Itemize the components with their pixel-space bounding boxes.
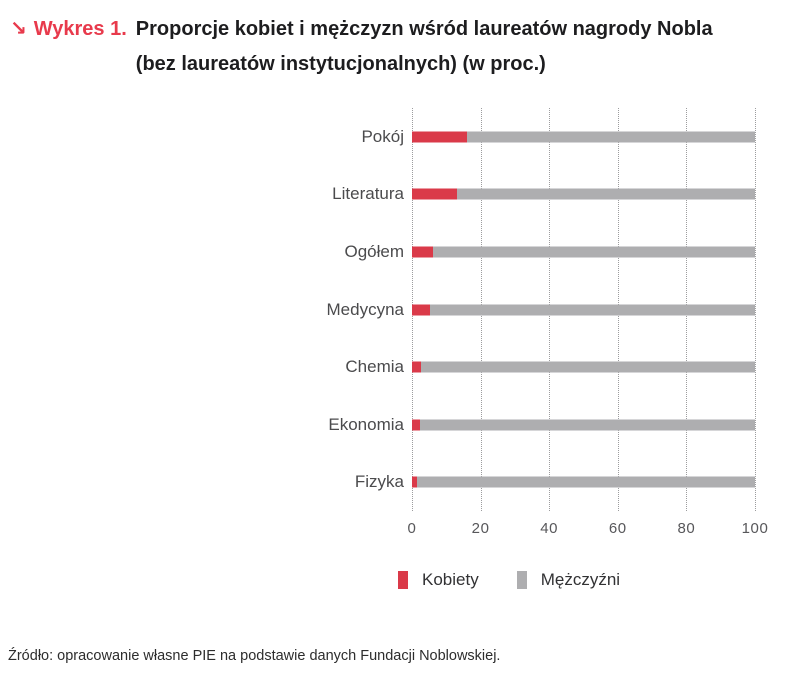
chart-title: ↘ Wykres 1. Proporcje kobiet i mężczyzn w… bbox=[10, 12, 796, 82]
legend-label: Kobiety bbox=[422, 570, 479, 589]
bar-row bbox=[412, 476, 755, 488]
bar-row bbox=[412, 361, 755, 373]
bar-segment-kobiety bbox=[412, 188, 457, 200]
bar-row bbox=[412, 304, 755, 315]
bar-segment-mężczyźni bbox=[466, 131, 755, 143]
bar-segment-kobiety bbox=[412, 361, 422, 373]
bar-segment-kobiety bbox=[412, 419, 421, 431]
bar-row bbox=[412, 131, 755, 143]
category-label: Literatura bbox=[332, 184, 404, 204]
category-label: Fizyka bbox=[354, 472, 404, 492]
bar-segment-mężczyźni bbox=[456, 188, 755, 200]
bar-segment-mężczyźni bbox=[421, 361, 755, 373]
plot-area: 0 20 40 60 80 100 Pokój Literatura Ogółem Medycyn… bbox=[327, 108, 768, 537]
bar-segment-mężczyźni bbox=[430, 304, 755, 315]
category-label: Medycyna bbox=[326, 299, 404, 319]
bar-segment-kobiety bbox=[412, 304, 431, 315]
category-label: Pokój bbox=[361, 126, 404, 146]
bar-segment-mężczyźni bbox=[420, 419, 755, 431]
gridline-100 bbox=[755, 108, 756, 511]
title-text: Proporcje kobiet i mężczyzn wśród laurea… bbox=[136, 12, 713, 82]
bar-row bbox=[412, 188, 755, 200]
legend-item-mężczyźni: Mężczyźni bbox=[516, 570, 621, 590]
legend-swatch-icon bbox=[398, 571, 408, 589]
x-tick-label-100: 100 bbox=[741, 520, 769, 537]
x-tick-label-60: 60 bbox=[608, 520, 627, 537]
category-label: Ogółem bbox=[344, 241, 404, 261]
title-prefix: ↘ Wykres 1. bbox=[10, 12, 127, 47]
arrow-southeast-icon: ↘ bbox=[10, 18, 27, 40]
bar-segment-kobiety bbox=[412, 246, 433, 258]
x-tick-label-20: 20 bbox=[471, 520, 490, 537]
legend-label: Mężczyźni bbox=[540, 570, 621, 589]
x-tick-label-40: 40 bbox=[540, 520, 559, 537]
category-label: Ekonomia bbox=[328, 414, 404, 434]
bar-segment-kobiety bbox=[412, 476, 417, 488]
legend: Kobiety Mężczyźni bbox=[398, 570, 620, 590]
title-prefix-label: Wykres 1. bbox=[33, 18, 127, 40]
x-tick-label-80: 80 bbox=[677, 520, 696, 537]
title-line-1: Proporcje kobiet i mężczyzn wśród laurea… bbox=[135, 18, 713, 40]
bar-row bbox=[412, 246, 755, 258]
legend-swatch-icon bbox=[516, 571, 527, 589]
x-tick-label-0: 0 bbox=[407, 520, 417, 537]
title-line-2: (bez laureatów instytucjonalnych) (w pro… bbox=[135, 53, 546, 75]
source-note: Źródło: opracowanie własne PIE na podsta… bbox=[8, 648, 501, 664]
bar-row bbox=[412, 419, 755, 431]
bar-segment-mężczyźni bbox=[432, 246, 755, 258]
bar-segment-kobiety bbox=[412, 131, 467, 143]
category-label: Chemia bbox=[345, 357, 404, 377]
bar-segment-mężczyźni bbox=[416, 476, 755, 488]
legend-item-kobiety: Kobiety bbox=[398, 570, 479, 590]
